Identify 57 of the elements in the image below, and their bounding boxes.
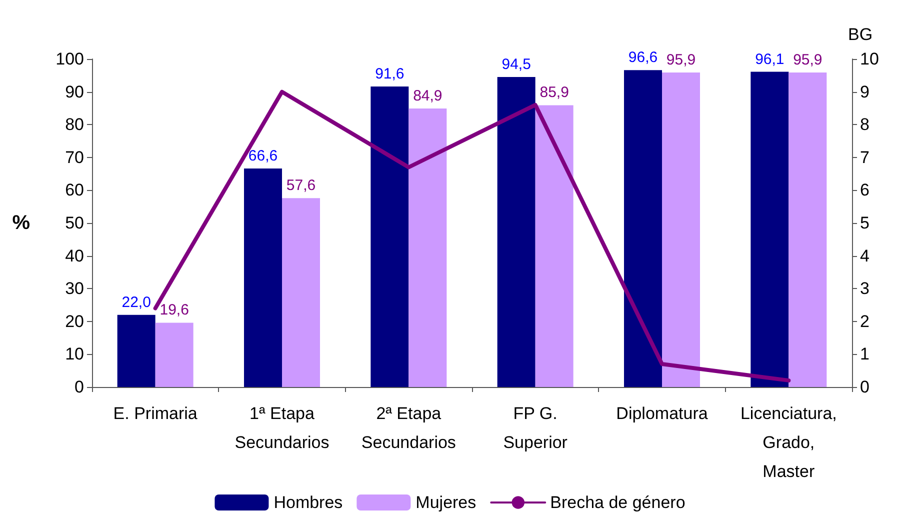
data-label: 84,9 (413, 88, 442, 105)
y2-tick-label: 4 (860, 246, 870, 266)
y2-tick-label: 7 (860, 148, 870, 167)
x-tick-label: 2ª Etapa Secundarios (361, 404, 456, 452)
bar (117, 314, 156, 387)
data-label: 94,5 (502, 56, 531, 74)
y-tick-label: 60 (65, 180, 84, 200)
y-tick-label: 80 (65, 115, 84, 134)
y-tick-label: 50 (65, 214, 84, 232)
bar (155, 322, 194, 387)
y-tick-label: 90 (65, 82, 84, 102)
data-label: 95,9 (793, 51, 822, 68)
bar (408, 108, 447, 387)
y-tick-label: 40 (65, 246, 84, 266)
y2-tick-label: 9 (860, 82, 870, 102)
data-label: 96,6 (628, 49, 658, 66)
y2-axis-title: BG (848, 25, 873, 44)
bar (662, 72, 700, 387)
y2-tick-label: 6 (860, 180, 870, 200)
y2-tick-label: 0 (860, 378, 870, 396)
data-label: 57,6 (286, 177, 316, 194)
data-label: 66,6 (248, 148, 278, 165)
data-label: 91,6 (375, 66, 404, 83)
bar (788, 72, 827, 387)
y2-tick-label: 8 (860, 115, 870, 134)
bar (282, 198, 320, 387)
y-tick-label: 30 (65, 279, 84, 298)
y-tick-label: 70 (65, 148, 84, 167)
bar (370, 86, 409, 387)
y2-tick-label: 5 (860, 214, 870, 232)
data-label: 19,6 (160, 302, 189, 319)
y-tick-label: 0 (74, 378, 84, 396)
y2-tick-label: 2 (860, 312, 870, 331)
y2-tick-label: 3 (860, 279, 870, 298)
legend-label: Mujeres (416, 493, 476, 512)
y-tick-label: 10 (65, 344, 84, 364)
legend-label: Hombres (274, 493, 343, 512)
bar (244, 168, 282, 387)
data-label: 22,0 (122, 294, 151, 311)
bar (624, 70, 662, 387)
y-tick-label: 100 (56, 50, 84, 68)
x-tick-label: Licenciatura, Grado, Master (740, 404, 837, 481)
y-tick-label: 20 (65, 312, 84, 331)
y-axis-title: % (12, 212, 30, 234)
bar (535, 105, 574, 387)
bar (497, 77, 536, 387)
x-tick-label: Diplomatura (616, 404, 708, 423)
bar (750, 72, 789, 387)
x-tick-label: E. Primaria (113, 404, 198, 423)
data-label: 96,1 (755, 50, 784, 68)
data-label: 95,9 (666, 51, 696, 68)
y2-tick-label: 1 (860, 344, 870, 364)
x-tick-label: 1ª Etapa Secundarios (234, 404, 330, 452)
data-label: 85,9 (540, 84, 569, 102)
x-tick-label: FP G. Superior (503, 404, 568, 452)
legend-label: Brecha de género (550, 493, 686, 512)
y2-tick-label: 10 (860, 50, 879, 68)
